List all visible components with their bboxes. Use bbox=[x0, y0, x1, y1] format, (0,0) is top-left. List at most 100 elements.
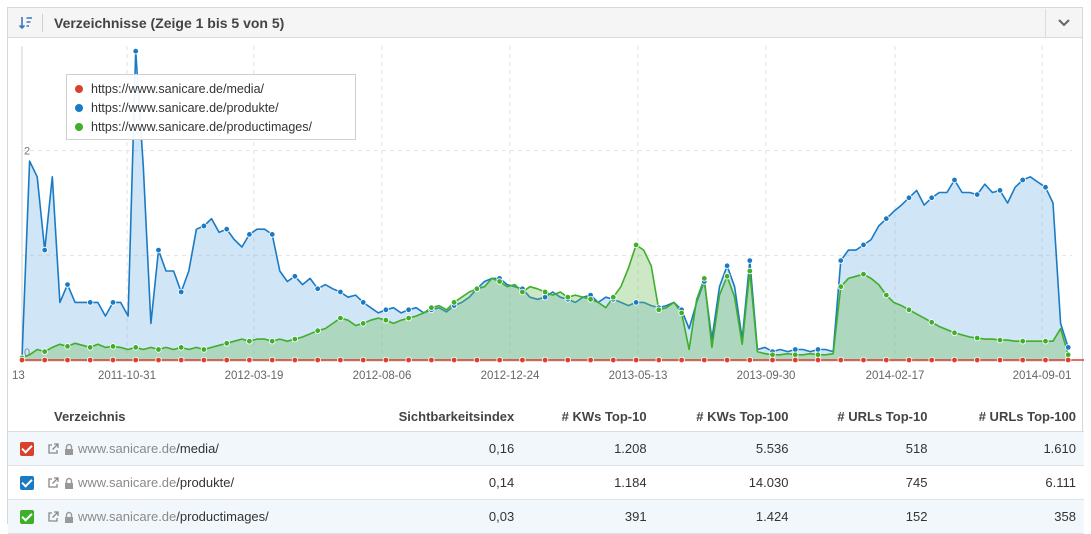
data-point bbox=[246, 356, 253, 364]
data-point bbox=[64, 356, 71, 364]
row-checkbox[interactable] bbox=[20, 476, 34, 491]
kws-top10-cell: 1.184 bbox=[522, 465, 655, 500]
data-point bbox=[1019, 176, 1026, 184]
legend-marker bbox=[75, 85, 83, 93]
row-checkbox-cell bbox=[8, 465, 42, 500]
urls-top10-cell: 745 bbox=[796, 465, 936, 500]
legend-label: https://www.sanicare.de/productimages/ bbox=[91, 120, 312, 134]
panel-title: Verzeichnisse (Zeige 1 bis 5 von 5) bbox=[54, 15, 285, 31]
column-header-urls-top10[interactable]: # URLs Top-10 bbox=[796, 401, 936, 432]
column-header-kws-top10[interactable]: # KWs Top-10 bbox=[522, 401, 655, 432]
legend-label: https://www.sanicare.de/produkte/ bbox=[91, 101, 279, 115]
urls-top10-cell: 152 bbox=[796, 499, 936, 534]
directory-domain[interactable]: www.sanicare.de bbox=[78, 508, 177, 524]
data-point bbox=[632, 356, 640, 364]
data-point bbox=[814, 356, 822, 364]
data-point bbox=[473, 285, 481, 292]
data-point bbox=[314, 356, 321, 364]
x-tick-label: 13 bbox=[12, 370, 25, 382]
data-point bbox=[655, 306, 662, 313]
external-link-icon[interactable] bbox=[46, 510, 60, 524]
data-point bbox=[883, 356, 890, 364]
data-point bbox=[701, 356, 708, 364]
data-point bbox=[746, 356, 753, 364]
data-point bbox=[269, 231, 276, 238]
data-point bbox=[337, 314, 344, 322]
data-point bbox=[974, 334, 981, 342]
series-area bbox=[22, 244, 1069, 360]
chevron-down-icon[interactable] bbox=[1054, 14, 1074, 32]
visibility-chart[interactable]: 0 2 13 2011-10-31 2012-03-19 2012-08-06 2012-1… bbox=[8, 38, 1084, 398]
data-point bbox=[109, 299, 117, 306]
legend-label: https://www.sanicare.de/media/ bbox=[91, 82, 264, 96]
data-point bbox=[905, 306, 913, 313]
data-point bbox=[41, 348, 48, 355]
data-point bbox=[382, 356, 390, 364]
data-point bbox=[951, 329, 958, 336]
table-header-row: Verzeichnis Sichtbarkeitsindex # KWs Top… bbox=[8, 401, 1084, 432]
data-point bbox=[86, 299, 94, 306]
data-point bbox=[860, 241, 867, 249]
data-point bbox=[86, 356, 94, 364]
directory-path[interactable]: /productimages/ bbox=[176, 508, 269, 524]
data-point bbox=[155, 356, 162, 364]
sort-icon[interactable] bbox=[18, 15, 34, 31]
directory-domain[interactable]: www.sanicare.de bbox=[78, 474, 177, 490]
header-divider-right bbox=[1045, 9, 1046, 37]
lock-icon bbox=[65, 511, 73, 523]
directory-path[interactable]: /media/ bbox=[176, 440, 219, 456]
data-point bbox=[928, 319, 935, 326]
column-header-urls-top100[interactable]: # URLs Top-100 bbox=[935, 401, 1084, 432]
data-point bbox=[564, 294, 571, 301]
x-tick-label: 2012-08-06 bbox=[353, 370, 412, 382]
row-checkbox[interactable] bbox=[20, 442, 34, 457]
legend-item-productimages[interactable]: https://www.sanicare.de/productimages/ bbox=[75, 118, 347, 137]
directory-path[interactable]: /produkte/ bbox=[176, 474, 235, 490]
data-point bbox=[564, 356, 571, 364]
series-line bbox=[22, 359, 1084, 361]
table-row: www.sanicare.de/productimages/ 0,03 391 … bbox=[8, 499, 1084, 534]
data-point bbox=[337, 356, 344, 364]
data-point bbox=[792, 351, 799, 358]
external-link-icon[interactable] bbox=[46, 476, 60, 490]
legend-item-media[interactable]: https://www.sanicare.de/media/ bbox=[75, 80, 347, 99]
data-point bbox=[269, 338, 276, 345]
data-point bbox=[428, 356, 435, 364]
data-point bbox=[223, 356, 230, 364]
data-point bbox=[678, 309, 685, 317]
data-point bbox=[291, 356, 299, 364]
data-point bbox=[200, 356, 208, 364]
legend-item-produkte[interactable]: https://www.sanicare.de/produkte/ bbox=[75, 99, 347, 118]
data-point bbox=[382, 317, 390, 324]
y-tick-label: 2 bbox=[24, 146, 30, 158]
data-point bbox=[632, 241, 640, 249]
data-point bbox=[132, 47, 139, 55]
directory-cell: www.sanicare.de/media/ bbox=[42, 431, 350, 466]
data-point bbox=[246, 338, 253, 345]
data-point bbox=[519, 288, 526, 296]
data-point bbox=[64, 281, 71, 288]
data-point bbox=[883, 215, 890, 222]
data-point bbox=[41, 356, 48, 364]
column-header-verzeichnis[interactable]: Verzeichnis bbox=[8, 401, 350, 432]
data-point bbox=[996, 187, 1004, 194]
column-header-sichtbarkeitsindex[interactable]: Sichtbarkeitsindex bbox=[349, 401, 523, 432]
data-point bbox=[837, 283, 844, 290]
panel-header: Verzeichnisse (Zeige 1 bis 5 von 5) bbox=[8, 8, 1082, 38]
legend-marker bbox=[75, 104, 83, 112]
row-checkbox[interactable] bbox=[20, 510, 34, 525]
directory-domain[interactable]: www.sanicare.de bbox=[78, 440, 177, 456]
sichtbarkeitsindex-cell: 0,16 bbox=[349, 431, 523, 466]
column-header-kws-top100[interactable]: # KWs Top-100 bbox=[654, 401, 797, 432]
kws-top100-cell: 1.424 bbox=[654, 499, 797, 534]
data-point bbox=[837, 257, 844, 264]
data-point bbox=[814, 351, 822, 358]
data-point bbox=[109, 343, 117, 350]
data-point bbox=[701, 275, 708, 282]
directories-panel: Verzeichnisse (Zeige 1 bis 5 von 5) 0 2 13… bbox=[7, 7, 1084, 534]
data-point bbox=[1064, 351, 1072, 358]
data-point bbox=[541, 294, 549, 301]
external-link-icon[interactable] bbox=[46, 442, 60, 456]
data-point bbox=[450, 299, 458, 306]
data-point bbox=[200, 346, 208, 353]
